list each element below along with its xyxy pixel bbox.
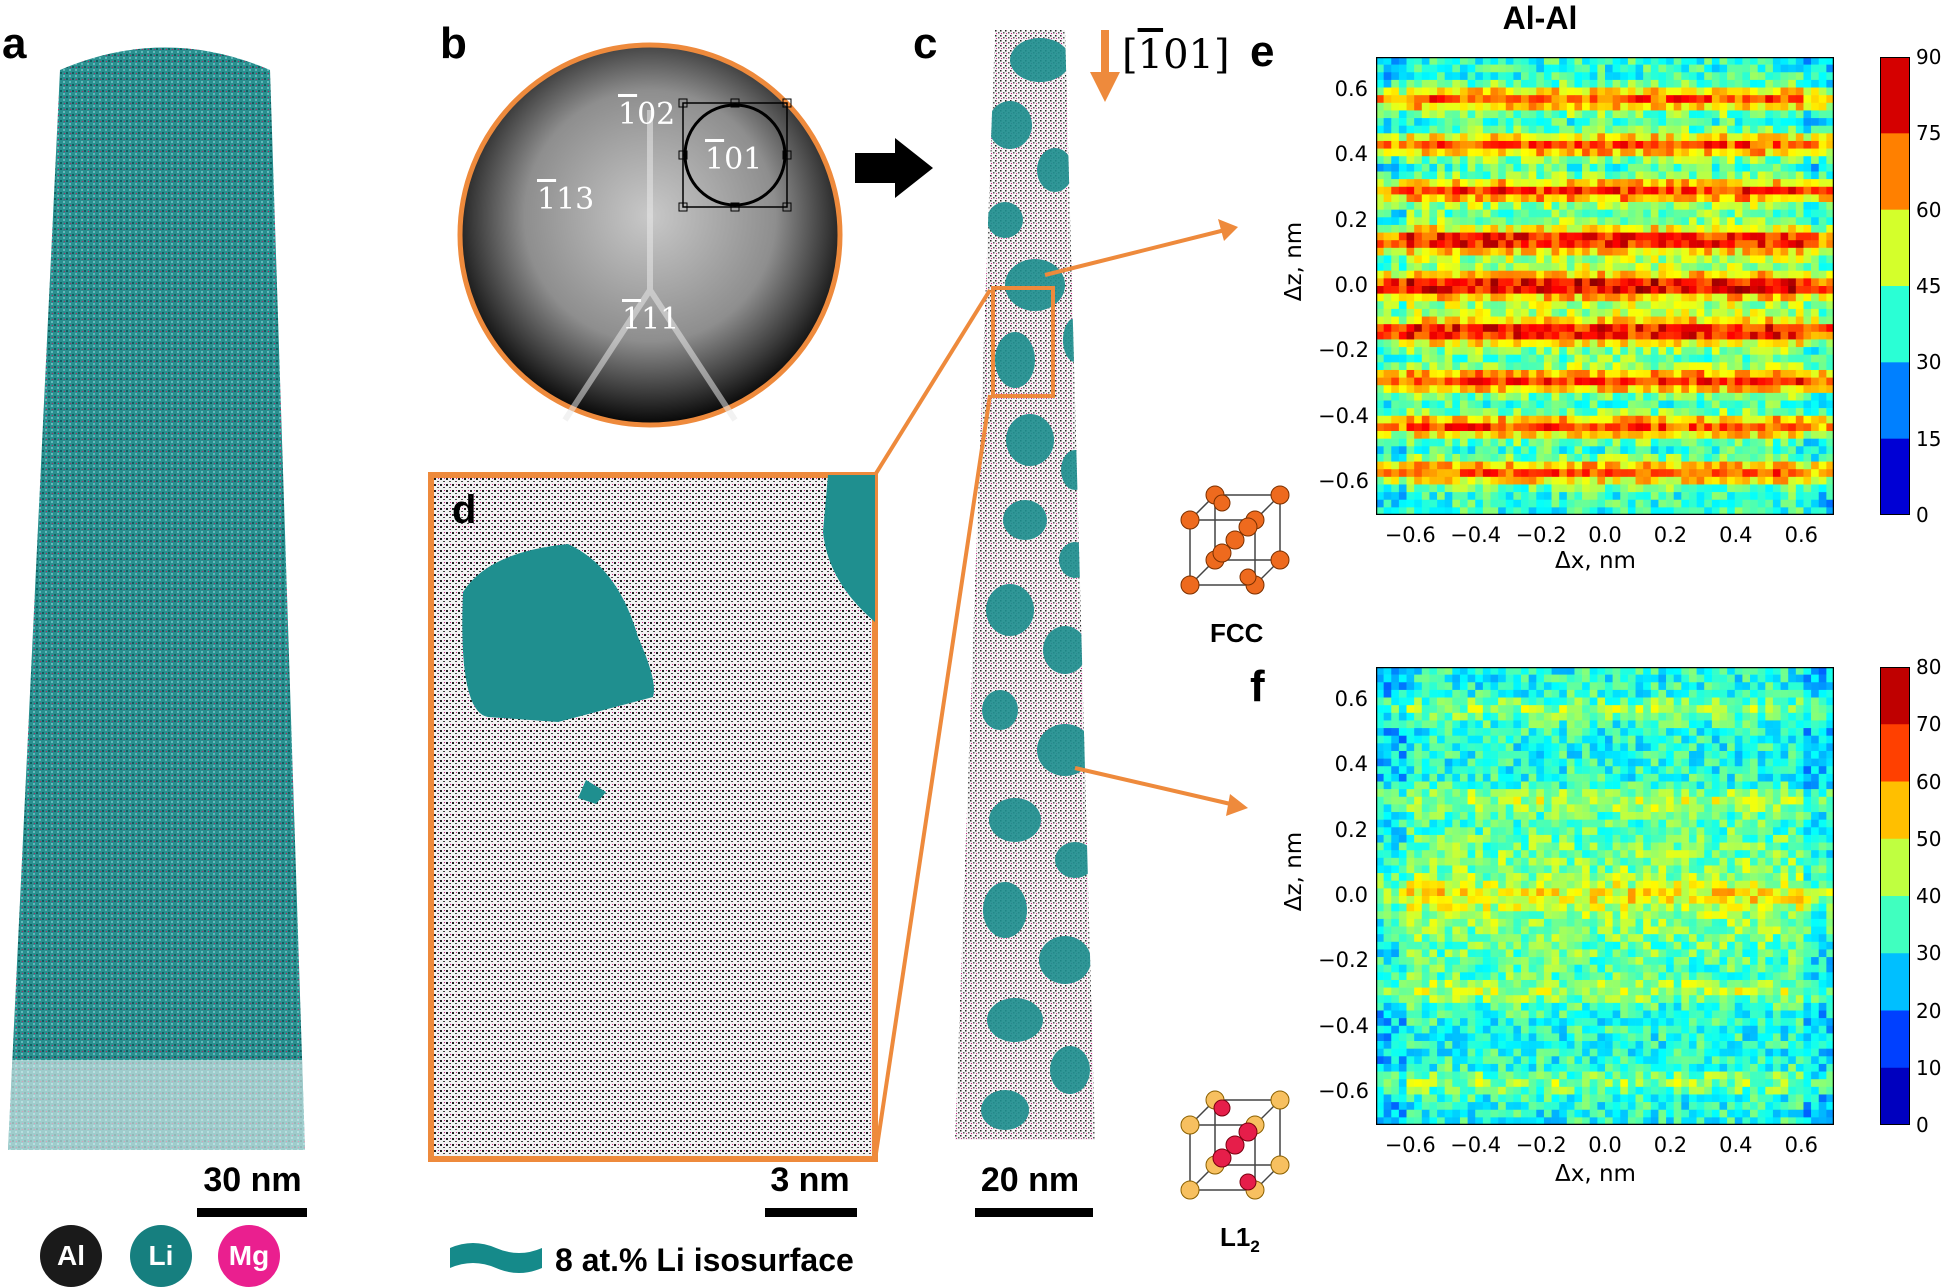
heatmap-e-xtick: −0.6 — [1385, 525, 1433, 546]
fcc-label: FCC — [1210, 618, 1263, 649]
heatmap-f-xtick: 0.0 — [1581, 1135, 1629, 1156]
colorbar-f-segment — [1880, 1068, 1910, 1125]
scale-bar-d — [765, 1208, 857, 1217]
heatmap-e-ytick: 0.2 — [1318, 210, 1368, 231]
pole-111: 111 — [622, 305, 679, 335]
colorbar-f-tick: 10 — [1916, 1058, 1941, 1078]
colorbar-e-segment — [1880, 362, 1910, 439]
scale-bar-c — [975, 1208, 1093, 1217]
heatmap-f-xtick: 0.4 — [1712, 1135, 1760, 1156]
colorbar-f-tick: 70 — [1916, 714, 1941, 734]
colorbar-f-segment — [1880, 953, 1910, 1011]
pole-102: 102 — [618, 100, 675, 130]
heatmap-e-xtick: 0.0 — [1581, 525, 1629, 546]
atom-legend-al: Al — [40, 1225, 102, 1287]
colorbar-e-segment — [1880, 133, 1910, 210]
colorbar-f-segment — [1880, 1011, 1910, 1069]
heatmap-e-ytick: −0.2 — [1318, 340, 1368, 361]
colorbar-f-segment — [1880, 724, 1910, 782]
colorbar-f-tick: 30 — [1916, 943, 1941, 963]
scale-bar-label-d: 3 nm — [755, 1163, 865, 1197]
atom-legend-li: Li — [130, 1225, 192, 1287]
heatmap-e-xtick: 0.6 — [1777, 525, 1825, 546]
heatmap-f-xtick: 0.6 — [1777, 1135, 1825, 1156]
colorbar-e-tick: 90 — [1916, 47, 1941, 67]
colorbar-e-tick: 30 — [1916, 352, 1941, 372]
arrow-to-f-icon — [1070, 760, 1250, 820]
heatmap-f-xtick: 0.2 — [1646, 1135, 1694, 1156]
heatmap-f-ytick: 0.4 — [1318, 754, 1368, 775]
colorbar-f-tick: 20 — [1916, 1001, 1941, 1021]
heatmap-e-xtick: −0.4 — [1450, 525, 1498, 546]
heatmap-f-ytick: −0.6 — [1318, 1081, 1368, 1102]
pole-101: 101 — [705, 145, 762, 175]
reconstruction-tip-a — [0, 0, 320, 1150]
colorbar-e — [1880, 57, 1910, 515]
colorbar-e-tick: 45 — [1916, 276, 1941, 296]
colorbar-e-segment — [1880, 286, 1910, 363]
arrow-right-icon — [855, 138, 935, 198]
panel-label-f: f — [1250, 665, 1265, 709]
scale-bar-label-a: 30 nm — [190, 1163, 315, 1197]
l12-label: L12 — [1220, 1222, 1260, 1257]
isosurface-legend-icon — [450, 1238, 542, 1278]
direction-arrow-icon — [1090, 30, 1120, 105]
heatmap-f-xtick: −0.2 — [1516, 1135, 1564, 1156]
heatmap-e-title: Al-Al — [1375, 0, 1705, 37]
heatmap-f-xtick: −0.6 — [1385, 1135, 1433, 1156]
heatmap-e-ytick: 0.0 — [1318, 275, 1368, 296]
atom-legend-mg: Mg — [218, 1225, 280, 1287]
heatmap-e-ytick: 0.6 — [1318, 79, 1368, 100]
scale-bar-label-c: 20 nm — [965, 1163, 1095, 1197]
isosurface-legend-label: 8 at.% Li isosurface — [555, 1244, 854, 1276]
heatmap-e-xtick: −0.2 — [1516, 525, 1564, 546]
heatmap-e-ylabel: Δz, nm — [1283, 222, 1306, 301]
colorbar-e-segment — [1880, 210, 1910, 287]
colorbar-f-segment — [1880, 896, 1910, 954]
colorbar-e-tick: 0 — [1916, 505, 1929, 525]
colorbar-e-segment — [1880, 439, 1910, 515]
colorbar-f-tick: 0 — [1916, 1115, 1929, 1135]
colorbar-f-tick: 60 — [1916, 772, 1941, 792]
heatmap-e-ytick: −0.4 — [1318, 406, 1368, 427]
pole-113: 113 — [537, 185, 594, 215]
colorbar-f-tick: 40 — [1916, 886, 1941, 906]
heatmap-e-xtick: 0.2 — [1646, 525, 1694, 546]
panel-label-e: e — [1250, 30, 1274, 74]
heatmap-f-xlabel: Δx, nm — [1555, 1163, 1636, 1186]
panel-label-c: c — [913, 22, 937, 66]
heatmap-e-xlabel: Δx, nm — [1555, 550, 1636, 573]
colorbar-e-tick: 60 — [1916, 200, 1941, 220]
heatmap-f-ytick: 0.0 — [1318, 885, 1368, 906]
heatmap-e-xtick: 0.4 — [1712, 525, 1760, 546]
heatmap-f-ytick: 0.6 — [1318, 689, 1368, 710]
heatmap-f-ytick: 0.2 — [1318, 820, 1368, 841]
l12-unit-cell-icon — [1180, 1090, 1290, 1210]
zoom-connector-lines — [870, 285, 1000, 1165]
colorbar-f — [1880, 667, 1910, 1125]
heatmap-e — [1376, 57, 1834, 515]
colorbar-f-segment — [1880, 782, 1910, 840]
panel-label-d: d — [452, 490, 476, 530]
heatmap-f-xtick: −0.4 — [1450, 1135, 1498, 1156]
colorbar-f-tick: 50 — [1916, 829, 1941, 849]
heatmap-f-ytick: −0.2 — [1318, 950, 1368, 971]
colorbar-e-tick: 15 — [1916, 429, 1941, 449]
colorbar-f-tick: 80 — [1916, 657, 1941, 677]
heatmap-f-ytick: −0.4 — [1318, 1016, 1368, 1037]
scale-bar-a — [197, 1208, 307, 1217]
arrow-to-e-icon — [1040, 215, 1240, 285]
colorbar-f-segment — [1880, 667, 1910, 725]
heatmap-e-ytick: 0.4 — [1318, 144, 1368, 165]
fcc-unit-cell-icon — [1180, 485, 1290, 605]
zoom-inset-d — [428, 472, 878, 1162]
zone-axis-label: [101] — [1122, 35, 1230, 75]
heatmap-f — [1376, 667, 1834, 1125]
heatmap-f-ylabel: Δz, nm — [1283, 832, 1306, 911]
colorbar-e-tick: 75 — [1916, 123, 1941, 143]
colorbar-e-segment — [1880, 57, 1910, 134]
heatmap-e-ytick: −0.6 — [1318, 471, 1368, 492]
colorbar-f-segment — [1880, 839, 1910, 897]
